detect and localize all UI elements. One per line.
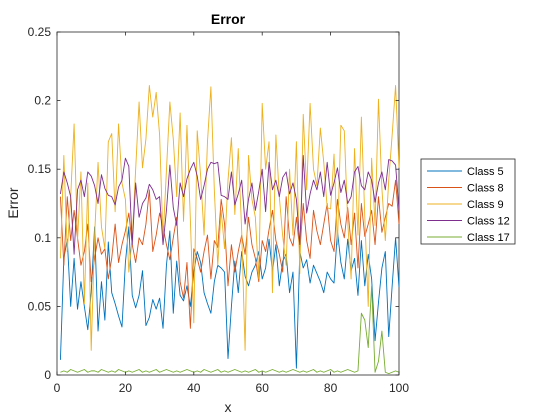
plot-area: 0 20 40 60 80 100 0 0.05 0.1 0.15 0.2 0.25 [28,25,410,395]
legend-label: Class 8 [467,183,504,195]
legend: Class 5 Class 8 Class 9 Class 12 Class 17 [420,158,516,245]
y-tick-label: 0.25 [28,25,52,39]
legend-label: Class 9 [467,199,504,211]
y-tick-label: 0 [44,368,51,382]
axes-box [56,31,400,376]
y-tick-label: 0.2 [34,94,51,108]
legend-label: Class 12 [467,216,510,228]
series-line-class-12 [59,155,400,255]
y-tick-label: 0.15 [28,162,52,176]
x-tick-label: 80 [324,381,338,395]
y-tick-label: 0.1 [34,231,51,245]
legend-items: Class 5 Class 8 Class 9 Class 12 Class 17 [427,166,510,244]
series-layer [59,85,400,375]
y-tick-label: 0.05 [28,299,52,313]
x-tick-label: 40 [187,381,201,395]
x-axis-title: x [225,399,232,415]
series-line-class-8 [59,179,400,329]
tick-layer: 0 20 40 60 80 100 0 0.05 0.1 0.15 0.2 0.25 [28,25,410,395]
x-tick-label: 100 [389,381,409,395]
legend-box [420,158,516,245]
legend-label: Class 17 [467,232,510,244]
chart-title: Error [211,11,246,27]
x-tick-label: 0 [54,381,61,395]
series-line-class-17 [60,285,400,375]
y-axis-title: Error [5,187,21,218]
legend-label: Class 5 [467,166,504,178]
series-line-class-9 [59,85,400,351]
x-tick-label: 20 [119,381,133,395]
x-tick-label: 60 [256,381,270,395]
series-line-class-5 [59,226,400,369]
